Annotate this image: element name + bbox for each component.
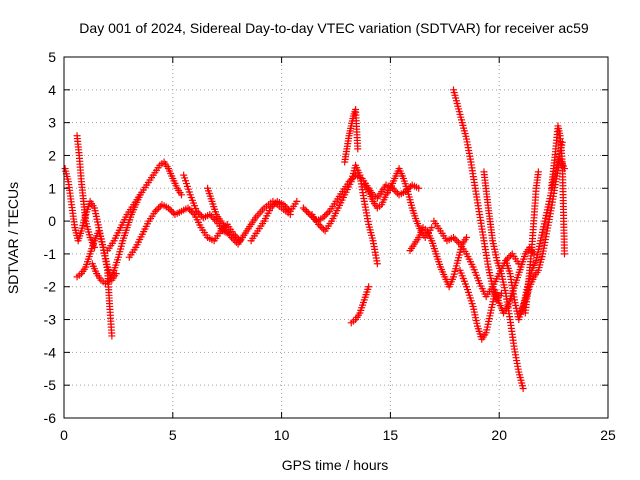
data-point (454, 238, 462, 246)
data-point (166, 206, 174, 214)
data-point (153, 206, 161, 214)
data-point (206, 211, 214, 219)
x-tick-label: 5 (169, 427, 177, 443)
data-point (228, 234, 236, 241)
grid-lines (64, 57, 608, 418)
x-tick-label: 25 (600, 427, 616, 443)
series-sat-v (517, 155, 568, 317)
y-tick-label: 4 (48, 82, 56, 98)
data-point (519, 384, 527, 392)
data-point (207, 212, 215, 220)
data-point (164, 204, 172, 212)
data-point (268, 202, 276, 210)
y-tick-label: -5 (44, 377, 57, 393)
data-point (293, 197, 301, 205)
data-point (231, 237, 239, 245)
y-tick-label: 5 (48, 49, 56, 65)
plot-frame (63, 56, 609, 419)
y-tick-label: -4 (44, 344, 57, 360)
data-point (281, 202, 289, 210)
y-axis-label: SDTVAR / TECUs (5, 182, 21, 294)
data-point (270, 201, 278, 209)
data-point (301, 206, 309, 214)
data-point (303, 207, 311, 215)
series-sat-o (406, 224, 471, 291)
y-tick-label: -2 (44, 279, 57, 295)
data-point (534, 168, 542, 176)
data-point (321, 212, 329, 220)
y-tick-label: 0 (48, 213, 56, 229)
chart-title: Day 001 of 2024, Sidereal Day-to-day VTE… (79, 20, 589, 36)
series-sat-e (104, 158, 186, 255)
y-tick-label: -3 (44, 312, 57, 328)
data-point (463, 234, 471, 241)
data-point (319, 225, 327, 233)
data-point (280, 201, 288, 209)
y-tick-label: 3 (48, 115, 56, 131)
series-sat-f (125, 201, 244, 261)
data-point (304, 209, 312, 217)
x-tick-label: 15 (383, 427, 399, 443)
data-point (428, 224, 436, 232)
data-point (209, 214, 217, 222)
series-sat-x (521, 168, 542, 317)
data-point (322, 211, 330, 219)
data-point (415, 184, 423, 192)
data-point (194, 209, 202, 217)
y-tick-label: 2 (48, 147, 56, 163)
series-sat-p (430, 217, 523, 301)
data-point (229, 235, 237, 243)
data-point (285, 206, 293, 214)
series-sat-i (247, 197, 301, 245)
y-tick-label: -1 (44, 246, 57, 262)
data-point (450, 234, 458, 241)
series-sat-k (308, 161, 381, 268)
x-axis-label: GPS time / hours (282, 457, 389, 473)
data-point (507, 252, 515, 260)
data-point (503, 255, 511, 263)
data-point (324, 209, 332, 217)
x-tick-label: 10 (274, 427, 290, 443)
series-sat-w (547, 122, 568, 258)
y-tick-label: 1 (48, 180, 56, 196)
data-point (186, 206, 194, 214)
data-point (267, 204, 275, 212)
data-point (315, 220, 323, 228)
data-point (316, 222, 324, 230)
data-points (61, 86, 568, 392)
data-point (365, 283, 373, 291)
data-point (178, 191, 186, 199)
data-point (373, 260, 381, 268)
data-point (108, 332, 116, 340)
x-tick-label: 0 (60, 427, 68, 443)
data-point (184, 204, 192, 212)
axis-ticks: -6 -5 -4 -3 -2 -1 0 1 2 3 4 5 0 5 10 15 20 25 (44, 49, 616, 443)
data-point (451, 235, 459, 243)
data-point (453, 237, 461, 245)
data-point (392, 188, 400, 196)
data-point (319, 214, 327, 222)
series-sat-b (73, 132, 98, 251)
data-point (196, 211, 204, 219)
data-point (283, 204, 291, 212)
data-point (560, 250, 568, 258)
x-tick-label: 20 (491, 427, 507, 443)
data-point (505, 253, 513, 261)
data-point (354, 145, 362, 153)
y-tick-label: -6 (44, 410, 57, 426)
data-point (151, 207, 159, 215)
data-point (193, 207, 201, 215)
data-point (155, 204, 163, 212)
series-sat-m (347, 283, 373, 327)
data-point (318, 224, 326, 232)
series-sat-s (480, 168, 527, 392)
data-point (299, 204, 307, 212)
series-sat-l (341, 106, 362, 166)
data-point (168, 207, 176, 215)
